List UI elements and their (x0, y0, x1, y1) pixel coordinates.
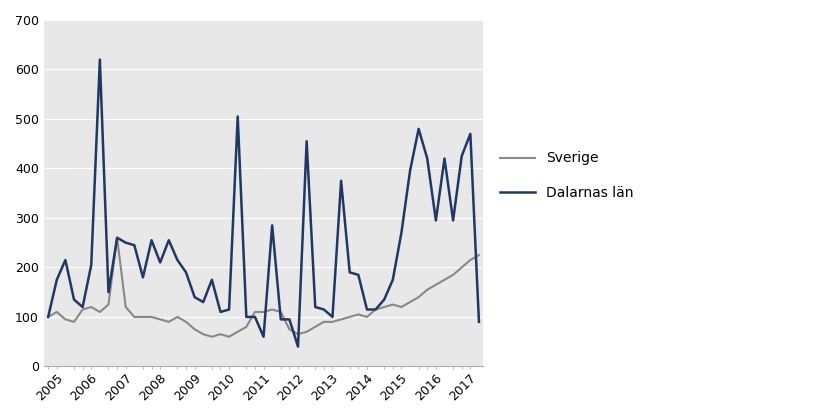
Sverige (473, 252, 483, 257)
Dalarnas län (344, 270, 354, 275)
Legend: Sverige, Dalarnas län: Sverige, Dalarnas län (494, 146, 638, 206)
Dalarnas län (465, 131, 475, 136)
Sverige (465, 257, 475, 263)
Dalarnas län (473, 319, 483, 324)
Sverige (43, 314, 53, 319)
Sverige (147, 314, 156, 319)
Sverige (370, 307, 380, 312)
Dalarnas län (370, 307, 380, 312)
Sverige (189, 327, 199, 332)
Line: Sverige: Sverige (48, 238, 478, 337)
Sverige (206, 334, 216, 339)
Sverige (112, 235, 122, 240)
Dalarnas län (189, 295, 199, 300)
Dalarnas län (292, 344, 302, 349)
Sverige (181, 319, 191, 324)
Dalarnas län (181, 270, 191, 275)
Line: Dalarnas län: Dalarnas län (48, 60, 478, 347)
Dalarnas län (43, 314, 53, 319)
Sverige (344, 314, 354, 319)
Dalarnas län (95, 57, 105, 62)
Dalarnas län (147, 238, 156, 243)
